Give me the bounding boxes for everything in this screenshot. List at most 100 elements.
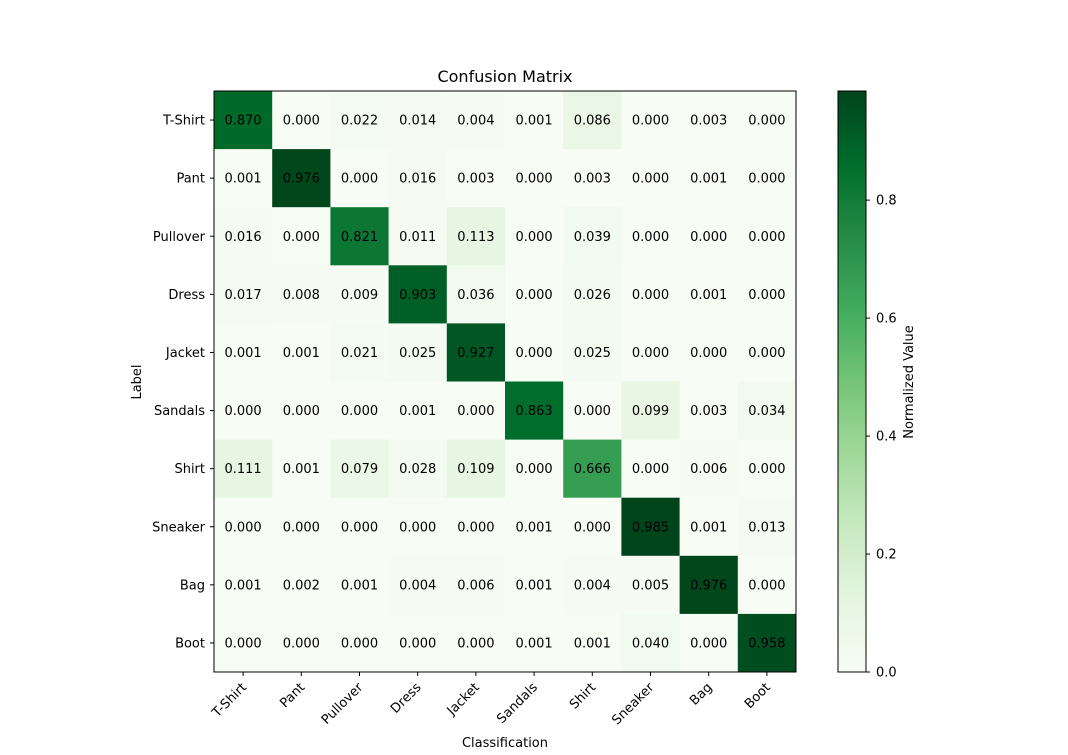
heatmap-cell-2-4 bbox=[446, 207, 506, 266]
colorbar-tick-label-3: 0.6 bbox=[876, 312, 897, 327]
cell-value-label-7-4: 0.000 bbox=[457, 520, 494, 535]
heatmap-cell-9-6 bbox=[563, 613, 622, 673]
cell-value-label-2-7: 0.000 bbox=[632, 230, 669, 245]
heatmap-cell-9-0 bbox=[214, 613, 273, 673]
cell-value-label-7-6: 0.000 bbox=[574, 520, 611, 535]
heatmap-cell-0-9 bbox=[737, 91, 797, 150]
cell-value-label-5-6: 0.000 bbox=[574, 404, 611, 419]
cell-value-label-4-6: 0.025 bbox=[574, 346, 611, 361]
cell-value-label-2-3: 0.011 bbox=[399, 230, 436, 245]
cell-value-label-5-3: 0.001 bbox=[399, 404, 436, 419]
cell-value-label-1-5: 0.000 bbox=[515, 172, 552, 187]
cell-value-label-0-7: 0.000 bbox=[632, 114, 669, 129]
cell-value-label-2-5: 0.000 bbox=[515, 230, 552, 245]
colorbar-tick-label-0: 0.0 bbox=[876, 666, 897, 681]
cell-value-label-8-3: 0.004 bbox=[399, 578, 436, 593]
heatmap-cell-7-8 bbox=[679, 497, 739, 557]
cell-value-label-0-8: 0.003 bbox=[690, 114, 727, 129]
heatmap-cell-1-5 bbox=[505, 149, 564, 208]
heatmap-cell-6-2 bbox=[330, 439, 390, 499]
heatmap-cell-0-0 bbox=[214, 91, 273, 150]
cell-value-label-3-7: 0.000 bbox=[632, 288, 669, 303]
cell-value-label-6-1: 0.001 bbox=[283, 462, 320, 477]
cell-value-label-6-7: 0.000 bbox=[632, 462, 669, 477]
heatmap-cell-4-4 bbox=[446, 323, 506, 382]
cell-value-label-3-2: 0.009 bbox=[341, 288, 378, 303]
y-axis-label: Label bbox=[130, 364, 145, 399]
heatmap-cell-4-5 bbox=[505, 323, 564, 382]
cell-value-label-9-1: 0.000 bbox=[283, 636, 320, 651]
cell-value-label-6-8: 0.006 bbox=[690, 462, 727, 477]
cell-value-label-4-3: 0.025 bbox=[399, 346, 436, 361]
heatmap-cell-3-5 bbox=[505, 265, 564, 324]
heatmap-cell-1-6 bbox=[563, 149, 622, 208]
cell-value-label-8-2: 0.001 bbox=[341, 578, 378, 593]
heatmap-cell-9-5 bbox=[505, 613, 564, 673]
cell-value-label-3-4: 0.036 bbox=[457, 288, 494, 303]
heatmap-cell-4-3 bbox=[388, 323, 448, 382]
heatmap-cell-2-0 bbox=[214, 207, 273, 266]
heatmap-cell-8-4 bbox=[446, 555, 506, 615]
cell-value-label-4-8: 0.000 bbox=[690, 346, 727, 361]
chart-title: Confusion Matrix bbox=[437, 67, 572, 86]
heatmap-cell-2-1 bbox=[272, 207, 331, 266]
colorbar-tick-label-1: 0.2 bbox=[876, 548, 897, 563]
heatmap-cell-2-5 bbox=[505, 207, 564, 266]
cell-value-label-6-2: 0.079 bbox=[341, 462, 378, 477]
cell-value-label-9-6: 0.001 bbox=[574, 636, 611, 651]
cell-value-label-7-0: 0.000 bbox=[224, 520, 261, 535]
heatmap-cell-2-3 bbox=[388, 207, 448, 266]
heatmap-cell-5-0 bbox=[214, 381, 273, 441]
cell-value-label-4-4: 0.927 bbox=[457, 346, 494, 361]
heatmap-cell-0-2 bbox=[330, 91, 390, 150]
cell-value-label-1-0: 0.001 bbox=[224, 172, 261, 187]
heatmap-cell-0-5 bbox=[505, 91, 564, 150]
heatmap-cell-1-4 bbox=[446, 149, 506, 208]
cell-value-label-5-2: 0.000 bbox=[341, 404, 378, 419]
cell-value-label-2-9: 0.000 bbox=[748, 230, 785, 245]
cell-value-label-9-2: 0.000 bbox=[341, 636, 378, 651]
cell-value-label-1-7: 0.000 bbox=[632, 172, 669, 187]
colorbar-label: Normalized Value bbox=[902, 325, 917, 439]
cell-value-label-5-4: 0.000 bbox=[457, 404, 494, 419]
heatmap-cell-9-1 bbox=[272, 613, 331, 673]
cell-value-label-4-7: 0.000 bbox=[632, 346, 669, 361]
heatmap-cell-4-0 bbox=[214, 323, 273, 382]
cell-value-label-2-6: 0.039 bbox=[574, 230, 611, 245]
y-tick-label-7: Sneaker bbox=[152, 520, 206, 535]
cell-value-label-0-0: 0.870 bbox=[224, 114, 261, 129]
cell-value-label-6-6: 0.666 bbox=[574, 462, 611, 477]
cell-value-label-4-1: 0.001 bbox=[283, 346, 320, 361]
cell-value-label-7-8: 0.001 bbox=[690, 520, 727, 535]
cell-value-label-9-5: 0.001 bbox=[515, 636, 552, 651]
colorbar-tick-label-4: 0.8 bbox=[876, 194, 897, 209]
heatmap-cell-2-9 bbox=[737, 207, 797, 266]
heatmap-cell-7-6 bbox=[563, 497, 622, 557]
cell-value-label-7-1: 0.000 bbox=[283, 520, 320, 535]
colorbar-ticks: 0.0 0.2 0.4 0.6 0.8 bbox=[866, 194, 897, 681]
cell-value-label-0-6: 0.086 bbox=[574, 114, 611, 129]
heatmap-cell-2-8 bbox=[679, 207, 739, 266]
y-axis-ticks: T-Shirt Pant Pullover Dress Jacket Sandals Shi… bbox=[152, 114, 214, 651]
heatmap-cell-3-3 bbox=[388, 265, 448, 324]
heatmap-cell-5-8 bbox=[679, 381, 739, 441]
heatmap-cell-8-9 bbox=[737, 555, 797, 615]
cell-value-label-3-0: 0.017 bbox=[224, 288, 261, 303]
cell-value-label-0-9: 0.000 bbox=[748, 114, 785, 129]
heatmap-cell-7-4 bbox=[446, 497, 506, 557]
heatmap-cell-8-1 bbox=[272, 555, 331, 615]
y-tick-label-1: Pant bbox=[176, 172, 205, 187]
cell-value-label-7-2: 0.000 bbox=[341, 520, 378, 535]
cell-value-label-7-3: 0.000 bbox=[399, 520, 436, 535]
heatmap-cell-5-9 bbox=[737, 381, 797, 441]
cell-value-label-4-5: 0.000 bbox=[515, 346, 552, 361]
cell-value-label-8-8: 0.976 bbox=[690, 578, 727, 593]
heatmap-cell-0-1 bbox=[272, 91, 331, 150]
heatmap-cell-0-7 bbox=[621, 91, 681, 150]
heatmap-cell-1-1 bbox=[272, 149, 331, 208]
heatmap-cell-7-7 bbox=[621, 497, 681, 557]
cell-value-label-9-4: 0.000 bbox=[457, 636, 494, 651]
heatmap-cell-5-6 bbox=[563, 381, 622, 441]
heatmap-cell-9-9 bbox=[737, 613, 797, 673]
cell-value-label-8-0: 0.001 bbox=[224, 578, 261, 593]
